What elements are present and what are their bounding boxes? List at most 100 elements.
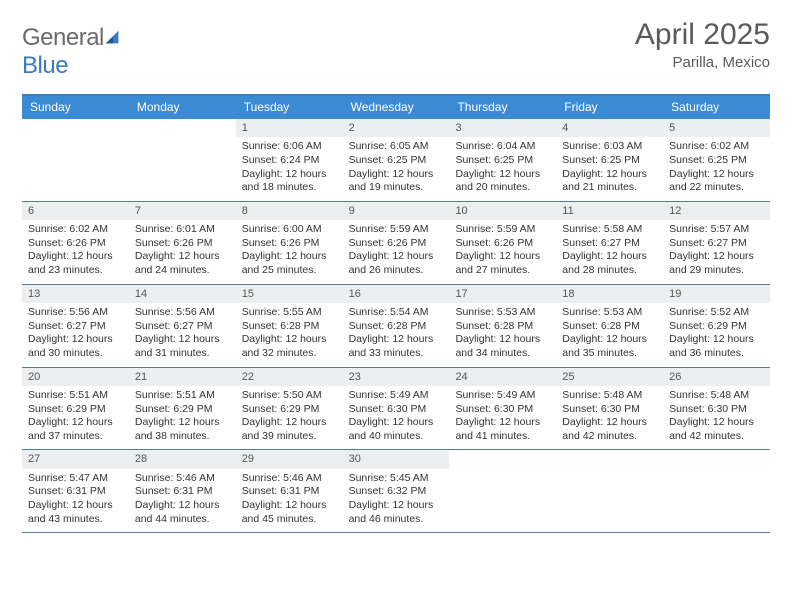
week-row: 6Sunrise: 6:02 AMSunset: 6:26 PMDaylight… [22,202,770,285]
day-number: 24 [449,368,556,386]
daylight-line: Daylight: 12 hours and 19 minutes. [349,168,444,195]
sunset-line: Sunset: 6:26 PM [455,237,550,251]
sunset-line: Sunset: 6:31 PM [135,485,230,499]
day-cell-blank [663,450,770,532]
weekday-header: Sunday [22,96,129,119]
day-number: 8 [236,202,343,220]
sunrise-line: Sunrise: 6:02 AM [28,223,123,237]
sunrise-line: Sunrise: 5:47 AM [28,472,123,486]
sunset-line: Sunset: 6:29 PM [242,403,337,417]
calendar-page: GeneralBlue April 2025 Parilla, Mexico S… [0,0,792,533]
sunset-line: Sunset: 6:26 PM [28,237,123,251]
day-cell: 14 Sunrise: 5:56 AMSunset: 6:27 PMDayligh… [129,285,236,367]
day-cell: 12Sunrise: 5:57 AMSunset: 6:27 PMDayligh… [663,202,770,284]
day-cell: 30Sunrise: 5:45 AMSunset: 6:32 PMDayligh… [343,450,450,532]
day-number: 6 [22,202,129,220]
sunrise-line: Sunrise: 5:59 AM [349,223,444,237]
sunrise-line: Sunrise: 5:51 AM [28,389,123,403]
day-number: 28 [129,450,236,468]
daylight-line: Daylight: 12 hours and 29 minutes. [669,250,764,277]
day-number: 22 [236,368,343,386]
sunset-line: Sunset: 6:28 PM [242,320,337,334]
day-number: 11 [556,202,663,220]
sunrise-line: Sunrise: 5:46 AM [135,472,230,486]
sunset-line: Sunset: 6:29 PM [669,320,764,334]
day-number: 30 [343,450,450,468]
brand-name: GeneralBlue [22,24,122,80]
sail-icon [104,26,122,44]
daylight-line: Daylight: 12 hours and 31 minutes. [135,333,230,360]
sunrise-line: Sunrise: 6:01 AM [135,223,230,237]
day-cell: 28 Sunrise: 5:46 AMSunset: 6:31 PMDayligh… [129,450,236,532]
day-cell: 7 Sunrise: 6:01 AMSunset: 6:26 PMDaylight… [129,202,236,284]
week-row: 20Sunrise: 5:51 AMSunset: 6:29 PMDayligh… [22,368,770,451]
sunset-line: Sunset: 6:26 PM [349,237,444,251]
day-number: 7 [129,202,236,220]
sunset-line: Sunset: 6:24 PM [242,154,337,168]
daylight-line: Daylight: 12 hours and 44 minutes. [135,499,230,526]
sunset-line: Sunset: 6:30 PM [669,403,764,417]
sunset-line: Sunset: 6:26 PM [242,237,337,251]
sunrise-line: Sunrise: 5:46 AM [242,472,337,486]
day-cell: 18Sunrise: 5:53 AMSunset: 6:28 PMDayligh… [556,285,663,367]
day-cell: 17Sunrise: 5:53 AMSunset: 6:28 PMDayligh… [449,285,556,367]
daylight-line: Daylight: 12 hours and 30 minutes. [28,333,123,360]
sunrise-line: Sunrise: 5:49 AM [455,389,550,403]
calendar-grid: Sunday Monday Tuesday Wednesday Thursday… [22,94,770,533]
day-cell: 8Sunrise: 6:00 AMSunset: 6:26 PMDaylight… [236,202,343,284]
daylight-line: Daylight: 12 hours and 39 minutes. [242,416,337,443]
sunrise-line: Sunrise: 5:54 AM [349,306,444,320]
sunset-line: Sunset: 6:25 PM [455,154,550,168]
day-cell: 1Sunrise: 6:06 AMSunset: 6:24 PMDaylight… [236,119,343,201]
day-cell: 19Sunrise: 5:52 AMSunset: 6:29 PMDayligh… [663,285,770,367]
sunrise-line: Sunrise: 5:56 AM [28,306,123,320]
page-title: April 2025 [635,18,770,52]
daylight-line: Daylight: 12 hours and 24 minutes. [135,250,230,277]
sunrise-line: Sunrise: 5:51 AM [135,389,230,403]
day-number: 27 [22,450,129,468]
sunrise-line: Sunrise: 6:05 AM [349,140,444,154]
daylight-line: Daylight: 12 hours and 36 minutes. [669,333,764,360]
day-cell: 16Sunrise: 5:54 AMSunset: 6:28 PMDayligh… [343,285,450,367]
day-cell: 20Sunrise: 5:51 AMSunset: 6:29 PMDayligh… [22,368,129,450]
day-cell: 4Sunrise: 6:03 AMSunset: 6:25 PMDaylight… [556,119,663,201]
day-cell: 23Sunrise: 5:49 AMSunset: 6:30 PMDayligh… [343,368,450,450]
day-number: 3 [449,119,556,137]
brand-logo: GeneralBlue [22,18,122,80]
sunrise-line: Sunrise: 5:55 AM [242,306,337,320]
sunset-line: Sunset: 6:28 PM [562,320,657,334]
sunset-line: Sunset: 6:27 PM [669,237,764,251]
sunrise-line: Sunrise: 5:48 AM [562,389,657,403]
weekday-header: Tuesday [236,96,343,119]
sunrise-line: Sunrise: 5:56 AM [135,306,230,320]
day-number: 29 [236,450,343,468]
sunset-line: Sunset: 6:26 PM [135,237,230,251]
daylight-line: Daylight: 12 hours and 46 minutes. [349,499,444,526]
day-cell: 27Sunrise: 5:47 AMSunset: 6:31 PMDayligh… [22,450,129,532]
day-cell: 10Sunrise: 5:59 AMSunset: 6:26 PMDayligh… [449,202,556,284]
sunset-line: Sunset: 6:31 PM [242,485,337,499]
daylight-line: Daylight: 12 hours and 22 minutes. [669,168,764,195]
day-cell: 5 Sunrise: 6:02 AMSunset: 6:25 PMDaylight… [663,119,770,201]
day-number: 5 [663,119,770,137]
sunrise-line: Sunrise: 6:02 AM [669,140,764,154]
sunset-line: Sunset: 6:27 PM [28,320,123,334]
day-cell: 9Sunrise: 5:59 AMSunset: 6:26 PMDaylight… [343,202,450,284]
sunset-line: Sunset: 6:28 PM [455,320,550,334]
day-number: 18 [556,285,663,303]
sunset-line: Sunset: 6:27 PM [135,320,230,334]
sunset-line: Sunset: 6:25 PM [669,154,764,168]
weekday-header: Wednesday [343,96,450,119]
sunrise-line: Sunrise: 5:45 AM [349,472,444,486]
weekday-header: Friday [556,96,663,119]
day-cell: 24Sunrise: 5:49 AMSunset: 6:30 PMDayligh… [449,368,556,450]
day-cell-blank [129,119,236,201]
daylight-line: Daylight: 12 hours and 45 minutes. [242,499,337,526]
daylight-line: Daylight: 12 hours and 23 minutes. [28,250,123,277]
day-number: 14 [129,285,236,303]
day-number: 9 [343,202,450,220]
weekday-header: Saturday [663,96,770,119]
day-cell: 3Sunrise: 6:04 AMSunset: 6:25 PMDaylight… [449,119,556,201]
day-number: 10 [449,202,556,220]
brand-part2: Blue [22,52,68,79]
